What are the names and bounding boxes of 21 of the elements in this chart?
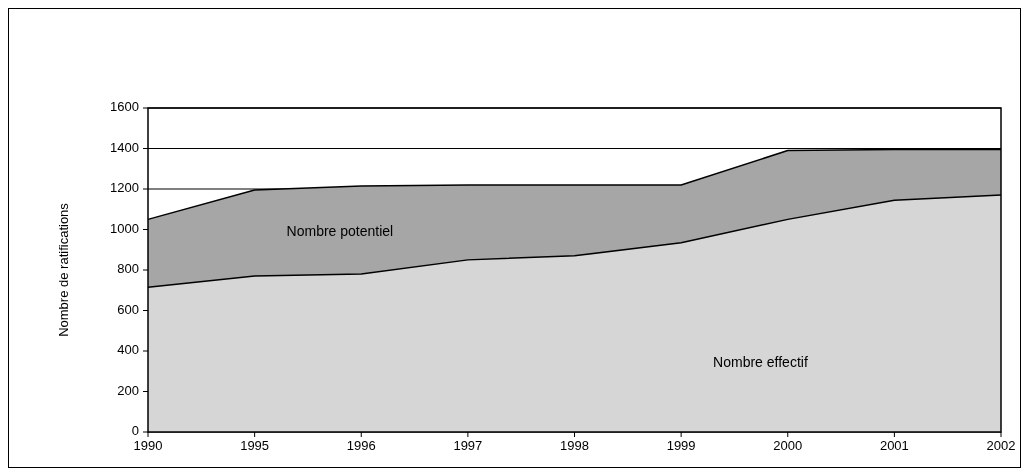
y-tick-label: 1400 — [110, 139, 139, 155]
x-tick-label: 2000 — [773, 438, 803, 453]
y-tick-label: 600 — [117, 301, 139, 317]
y-tick-label: 0 — [131, 423, 139, 439]
y-tick-label: 1000 — [110, 220, 139, 236]
series-label: Nombre potentiel — [286, 222, 394, 239]
y-axis-title: Nombre de ratifications — [56, 202, 71, 337]
y-tick-label: 1600 — [110, 99, 139, 115]
x-tick-label: 1999 — [666, 438, 696, 453]
y-tick-label: 200 — [117, 382, 139, 398]
y-tick-label: 400 — [117, 342, 139, 358]
x-tick-label: 1995 — [240, 438, 270, 453]
x-tick-label: 1997 — [453, 438, 483, 453]
x-tick-label: 1998 — [560, 438, 589, 453]
y-tick-label: 1200 — [110, 180, 139, 196]
x-tick-label: 1996 — [346, 438, 376, 453]
x-tick-label: 2001 — [879, 438, 909, 453]
series-label: Nombre effectif — [713, 353, 808, 370]
y-tick-label: 800 — [117, 261, 139, 277]
x-tick-label: 1990 — [133, 438, 163, 453]
x-tick-label: 2002 — [986, 438, 1016, 453]
